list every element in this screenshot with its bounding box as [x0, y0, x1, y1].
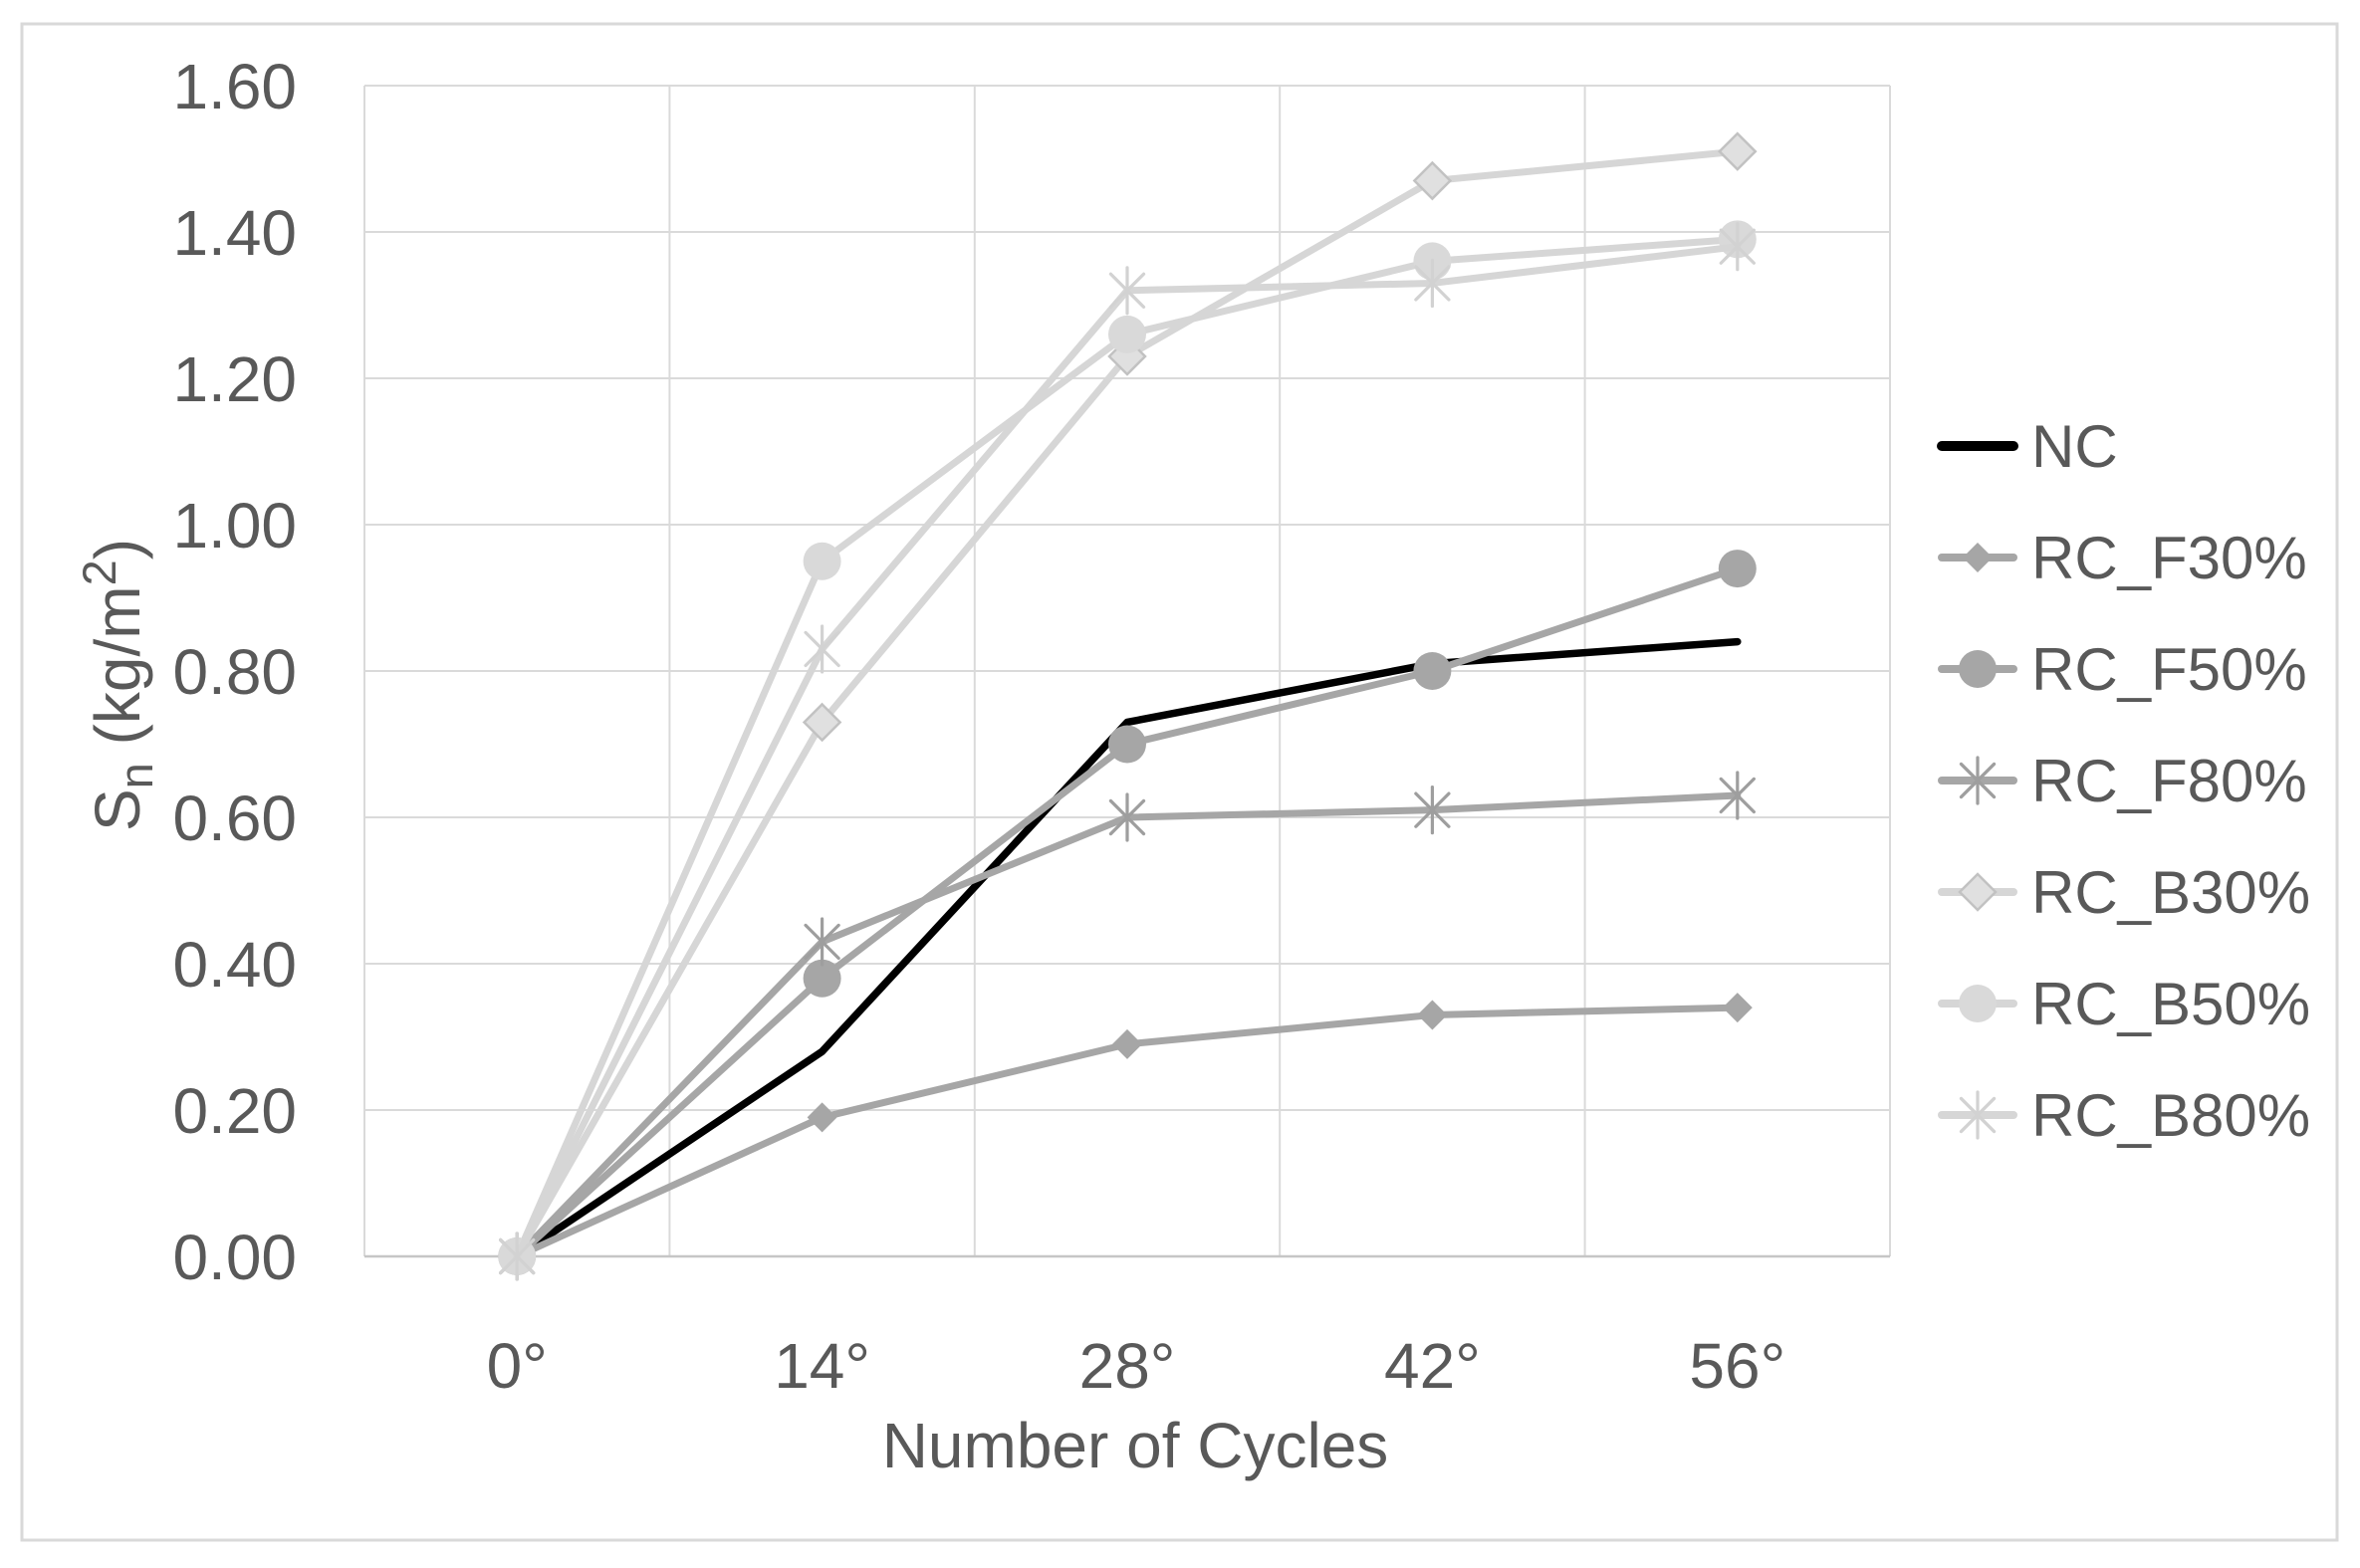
legend-item-RC_F50%: RC_F50%: [1938, 636, 2307, 703]
legend-item-NC: NC: [1937, 413, 2118, 480]
legend-item-RC_B30%: RC_B30%: [1938, 859, 2310, 926]
series-RC_B80%: [499, 222, 1756, 1281]
data-point-asterisk: [1719, 228, 1756, 265]
legend-label: RC_F30%: [2031, 525, 2307, 591]
series-line-NC: [513, 637, 1742, 1260]
data-point-diamond: [1722, 993, 1753, 1023]
data-point-circle: [1959, 985, 1997, 1022]
y-tick-label: 0.60: [172, 783, 297, 854]
y-tick-label: 0.80: [172, 636, 297, 708]
x-tick-label: 28°: [1079, 1330, 1176, 1402]
legend-item-RC_F80%: RC_F80%: [1938, 748, 2307, 814]
x-tick-label: 14°: [774, 1330, 870, 1402]
data-point-asterisk: [804, 923, 840, 961]
data-point-asterisk: [1719, 777, 1756, 814]
data-point-asterisk: [1108, 272, 1146, 309]
data-point-asterisk: [1108, 798, 1146, 836]
legend-label: RC_F50%: [2031, 636, 2307, 703]
legend-label: NC: [2031, 413, 2118, 480]
series-NC: [513, 637, 1742, 1260]
data-point-asterisk: [1959, 1096, 1997, 1134]
y-tick-label: 1.60: [172, 51, 297, 122]
legend-item-RC_B50%: RC_B50%: [1938, 971, 2310, 1037]
y-tick-label: 0.20: [172, 1075, 297, 1147]
legend-label: RC_B50%: [2031, 971, 2310, 1037]
y-tick-label: 0.40: [172, 929, 297, 1001]
legend-item-RC_F30%: RC_F30%: [1938, 525, 2307, 591]
data-point-diamond: [1412, 160, 1453, 201]
y-tick-label: 1.20: [172, 343, 297, 415]
data-point-diamond: [802, 702, 842, 743]
data-point-asterisk: [1414, 791, 1451, 828]
y-tick-label: 1.00: [172, 490, 297, 561]
legend-label: RC_F80%: [2031, 748, 2307, 814]
data-point-diamond: [1417, 1000, 1448, 1030]
legend-label: RC_B30%: [2031, 859, 2310, 926]
data-point-diamond: [1718, 131, 1758, 171]
data-point-asterisk: [1959, 762, 1997, 799]
legend: NC RC_F30% RC_F50% RC_F80% RC_B30% RC_B50% RC_…: [1937, 413, 2310, 1149]
data-point-diamond: [1958, 872, 1998, 912]
data-point-circle: [1718, 550, 1757, 588]
data-point-asterisk: [1414, 265, 1451, 302]
y-axis-title: Sn (kg/m2): [73, 539, 162, 831]
data-point-circle: [803, 542, 841, 580]
y-axis-tick-labels: 0.00 0.20 0.40 0.60 0.80 1.00 1.20 1.40 1.60: [172, 51, 297, 1293]
legend-label: RC_B80%: [2031, 1082, 2310, 1149]
data-point-circle: [1959, 650, 1997, 688]
x-axis-tick-labels: 0° 14° 28° 42° 56°: [487, 1330, 1786, 1402]
data-point-circle: [1108, 725, 1146, 764]
data-point-asterisk: [804, 630, 840, 668]
data-point-circle: [1413, 652, 1452, 690]
x-tick-label: 0°: [487, 1330, 548, 1402]
x-tick-label: 56°: [1689, 1330, 1785, 1402]
x-axis-title: Number of Cycles: [882, 1410, 1389, 1481]
data-point-circle: [803, 959, 841, 998]
y-tick-label: 0.00: [172, 1222, 297, 1293]
x-tick-label: 42°: [1384, 1330, 1481, 1402]
data-point-diamond: [1112, 1028, 1142, 1059]
y-tick-label: 1.40: [172, 197, 297, 269]
data-point-diamond: [1963, 543, 1993, 572]
data-point-circle: [1108, 315, 1146, 353]
legend-item-RC_B80%: RC_B80%: [1938, 1082, 2310, 1149]
data-point-diamond: [807, 1102, 837, 1133]
data-point-asterisk: [499, 1237, 536, 1275]
